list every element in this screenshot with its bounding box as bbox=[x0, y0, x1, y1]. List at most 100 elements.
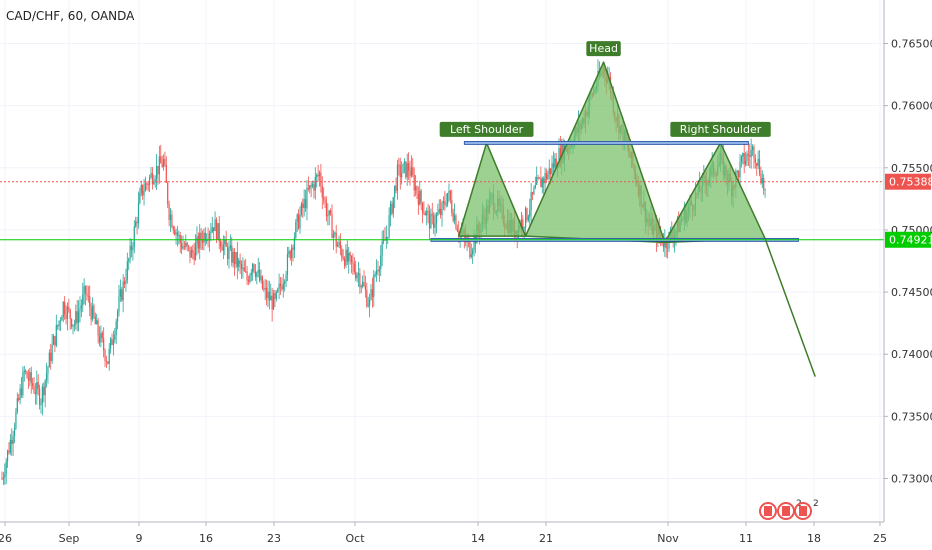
candle-body bbox=[352, 262, 354, 264]
candle-body bbox=[208, 233, 211, 240]
candle-body bbox=[317, 174, 319, 177]
candle-body bbox=[103, 338, 105, 351]
candle-body bbox=[189, 246, 191, 258]
candle-body bbox=[527, 216, 529, 220]
candle-body bbox=[190, 250, 192, 258]
candle-body bbox=[186, 243, 188, 246]
candle-body bbox=[194, 243, 197, 260]
candle-body bbox=[548, 168, 550, 175]
candle-body bbox=[522, 219, 524, 229]
candle-body bbox=[112, 339, 114, 345]
candle-body bbox=[342, 256, 344, 259]
candle-body bbox=[64, 302, 66, 315]
candle-body bbox=[179, 235, 181, 244]
candle-body bbox=[364, 286, 367, 291]
candle-body bbox=[80, 305, 82, 309]
candle-body bbox=[444, 201, 446, 205]
candle-body bbox=[410, 167, 412, 177]
candle-body bbox=[420, 190, 422, 203]
candle-body bbox=[97, 320, 99, 336]
time-tick-label: 23 bbox=[267, 532, 281, 545]
candle-body bbox=[401, 173, 403, 178]
candle-body bbox=[44, 380, 46, 396]
candle-body bbox=[30, 372, 32, 384]
candle-body bbox=[394, 185, 396, 198]
pattern-labels: Left Shoulder Head Right Shoulder bbox=[439, 41, 771, 137]
time-axis[interactable]: 26 Sep 9 16 23 Oct 14 21 Nov 11 18 25 bbox=[0, 522, 887, 545]
candle-body bbox=[440, 208, 442, 216]
candle-body bbox=[749, 155, 751, 157]
candle-body bbox=[359, 273, 361, 288]
candle-body bbox=[221, 246, 223, 251]
candle-body bbox=[68, 306, 70, 310]
candle-body bbox=[100, 332, 102, 343]
candle-body bbox=[79, 308, 81, 312]
candle-body bbox=[235, 252, 237, 265]
candle-body bbox=[430, 214, 432, 229]
candle-body bbox=[362, 281, 364, 287]
candle-body bbox=[433, 215, 435, 228]
candle-body bbox=[20, 388, 23, 396]
candle-body bbox=[665, 239, 667, 248]
candle-body bbox=[742, 153, 744, 157]
candle-body bbox=[121, 289, 123, 301]
candle-body bbox=[349, 252, 351, 256]
candle-body bbox=[259, 269, 261, 281]
candle-body bbox=[238, 260, 240, 268]
candle-body bbox=[130, 245, 133, 251]
time-tick-label: 16 bbox=[199, 532, 213, 545]
candle-body bbox=[254, 271, 257, 277]
candle-body bbox=[330, 210, 332, 215]
candle-body bbox=[8, 450, 10, 453]
candle-body bbox=[93, 305, 95, 317]
candle-body bbox=[108, 348, 110, 364]
candle-body bbox=[139, 193, 141, 204]
candle-body bbox=[253, 264, 255, 272]
candle-body bbox=[34, 392, 37, 394]
candle-body bbox=[310, 185, 312, 187]
time-tick-label: 11 bbox=[739, 532, 753, 545]
candle-body bbox=[76, 311, 78, 323]
candle-body bbox=[331, 214, 333, 239]
candle-body bbox=[750, 150, 752, 157]
candle-body bbox=[377, 270, 379, 272]
candle-body bbox=[523, 227, 525, 229]
candle-body bbox=[403, 161, 406, 164]
pattern-label-box bbox=[586, 41, 621, 57]
pattern-triangle bbox=[457, 142, 527, 237]
neckline bbox=[463, 141, 749, 145]
candle-body bbox=[285, 274, 287, 282]
candle-body bbox=[381, 241, 383, 256]
candle-body bbox=[304, 199, 307, 209]
candle-body bbox=[550, 168, 552, 175]
candle-body bbox=[226, 246, 229, 260]
candle-body bbox=[260, 276, 262, 281]
candle-body bbox=[183, 246, 186, 248]
candle-body bbox=[424, 213, 426, 216]
candle-body bbox=[392, 197, 394, 214]
candle-body bbox=[328, 210, 330, 215]
price-axis[interactable]: 0.765000.760000.755000.750000.745000.740… bbox=[884, 38, 932, 486]
candle-body bbox=[136, 221, 138, 224]
candle-body bbox=[552, 163, 555, 168]
candle-body bbox=[551, 163, 553, 175]
candle-body bbox=[116, 311, 119, 322]
candle-body bbox=[298, 214, 300, 229]
candle-body bbox=[406, 163, 408, 178]
candle-body bbox=[543, 178, 545, 184]
candle-body bbox=[321, 185, 323, 198]
candle-body bbox=[281, 286, 283, 290]
candle-body bbox=[164, 158, 166, 166]
watermark: 2 2 bbox=[759, 499, 819, 520]
price-tick-label: 0.75500 bbox=[891, 162, 932, 175]
candle-body bbox=[168, 203, 170, 221]
candle-body bbox=[119, 289, 121, 297]
candle-body bbox=[453, 215, 456, 221]
pattern-label-box bbox=[670, 121, 771, 137]
candle-body bbox=[229, 245, 231, 249]
candle-body bbox=[218, 223, 220, 242]
candle-body bbox=[247, 280, 250, 282]
candle-body bbox=[242, 267, 244, 270]
candle-body bbox=[111, 338, 113, 345]
